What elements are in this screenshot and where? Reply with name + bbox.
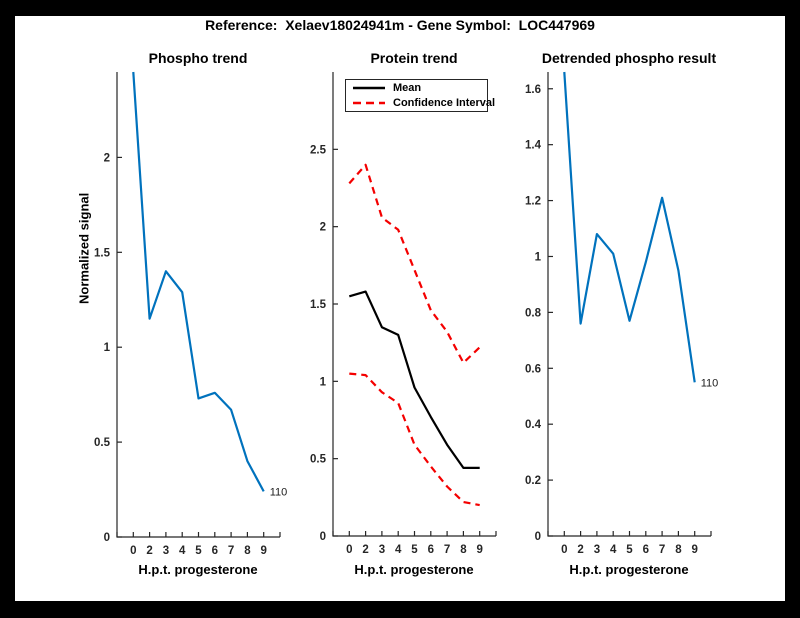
x-tick-label: 7 <box>444 544 450 556</box>
x-axis-label-3: H.p.t. progesterone <box>569 562 689 577</box>
y-tick-label: 1.5 <box>310 299 327 311</box>
x-tick-label: 4 <box>610 544 617 556</box>
figure-background <box>15 16 785 601</box>
y-tick-label: 0.2 <box>525 475 541 487</box>
x-tick-label: 3 <box>379 544 385 556</box>
x-tick-label: 5 <box>195 545 202 557</box>
y-tick-label: 2.5 <box>310 144 327 156</box>
y-tick-label: 1 <box>535 251 542 263</box>
y-tick-label: 0.6 <box>525 363 541 375</box>
x-tick-label: 5 <box>626 544 633 556</box>
y-tick-label: 1.5 <box>94 247 111 259</box>
x-tick-label: 5 <box>411 544 418 556</box>
series-end-label: 110 <box>270 486 288 498</box>
y-tick-label: 0.5 <box>94 437 111 449</box>
x-tick-label: 4 <box>179 545 186 557</box>
x-tick-label: 6 <box>643 544 649 556</box>
x-tick-label: 8 <box>460 544 467 556</box>
x-tick-label: 3 <box>594 544 600 556</box>
y-tick-label: 0.8 <box>525 307 542 319</box>
x-tick-label: 9 <box>260 545 266 557</box>
x-tick-label: 2 <box>146 545 152 557</box>
y-tick-label: 1 <box>104 342 111 354</box>
x-tick-label: 6 <box>428 544 434 556</box>
y-tick-label: 0 <box>535 531 541 543</box>
x-tick-label: 4 <box>395 544 402 556</box>
x-axis-label-2: H.p.t. progesterone <box>354 562 474 577</box>
x-tick-label: 2 <box>362 544 368 556</box>
figure-title: Reference: Xelaev18024941m - Gene Symbol… <box>205 17 595 33</box>
y-tick-label: 0.4 <box>525 419 542 431</box>
subplot-title-detrended-phospho-result: Detrended phospho result <box>541 50 717 66</box>
y-tick-label: 2 <box>104 152 110 164</box>
y-tick-label: 0.5 <box>310 454 327 466</box>
subplot-title-protein-trend: Protein trend <box>370 50 458 66</box>
x-tick-label: 9 <box>476 544 482 556</box>
subplot-protein-trend: 00.511.522.50 2 3 4 5 6 7 8 9 <box>310 72 497 556</box>
x-tick-label: 8 <box>244 545 251 557</box>
detrended-phospho-line <box>563 71 696 383</box>
legend: Mean Confidence Interval <box>345 79 495 112</box>
x-tick-label: 6 <box>212 545 218 557</box>
y-tick-label: 0 <box>104 532 110 544</box>
axis-spines <box>547 72 711 537</box>
mean-line-swatch-icon <box>353 86 385 90</box>
x-tick-label: 7 <box>659 544 665 556</box>
phospho-signal-line <box>132 71 265 492</box>
axis-spines <box>332 72 496 537</box>
axis-spines <box>116 72 280 538</box>
confidence-interval-lower-line <box>349 372 480 507</box>
subplot-title-phospho-trend: Phospho trend <box>148 50 248 66</box>
x-tick-label: 0 <box>561 544 567 556</box>
y-tick-label: 1.4 <box>525 140 542 152</box>
y-tick-label: 2 <box>320 222 326 234</box>
mean-line <box>348 290 480 469</box>
legend-row-mean: Mean <box>352 81 487 95</box>
legend-row-confidence-interval: Confidence Interval <box>352 96 495 110</box>
y-tick-label: 1.6 <box>525 84 541 96</box>
legend-label-mean: Mean <box>393 82 422 94</box>
y-tick-label: 1.2 <box>525 196 541 208</box>
x-tick-label: 0 <box>346 544 352 556</box>
x-tick-label: 0 <box>130 545 136 557</box>
confidence-interval-line-swatch-icon <box>353 101 385 105</box>
legend-label-confidence-interval: Confidence Interval <box>393 97 496 109</box>
x-tick-label: 2 <box>577 544 583 556</box>
x-tick-label: 9 <box>691 544 697 556</box>
x-tick-label: 8 <box>675 544 682 556</box>
y-tick-label: 0 <box>320 531 326 543</box>
x-tick-label: 7 <box>228 545 234 557</box>
confidence-interval-upper-line <box>348 163 481 364</box>
series-end-label: 110 <box>701 377 719 389</box>
x-axis-label-1: H.p.t. progesterone <box>138 562 258 577</box>
x-tick-label: 3 <box>163 545 169 557</box>
y-tick-label: 1 <box>320 376 327 388</box>
